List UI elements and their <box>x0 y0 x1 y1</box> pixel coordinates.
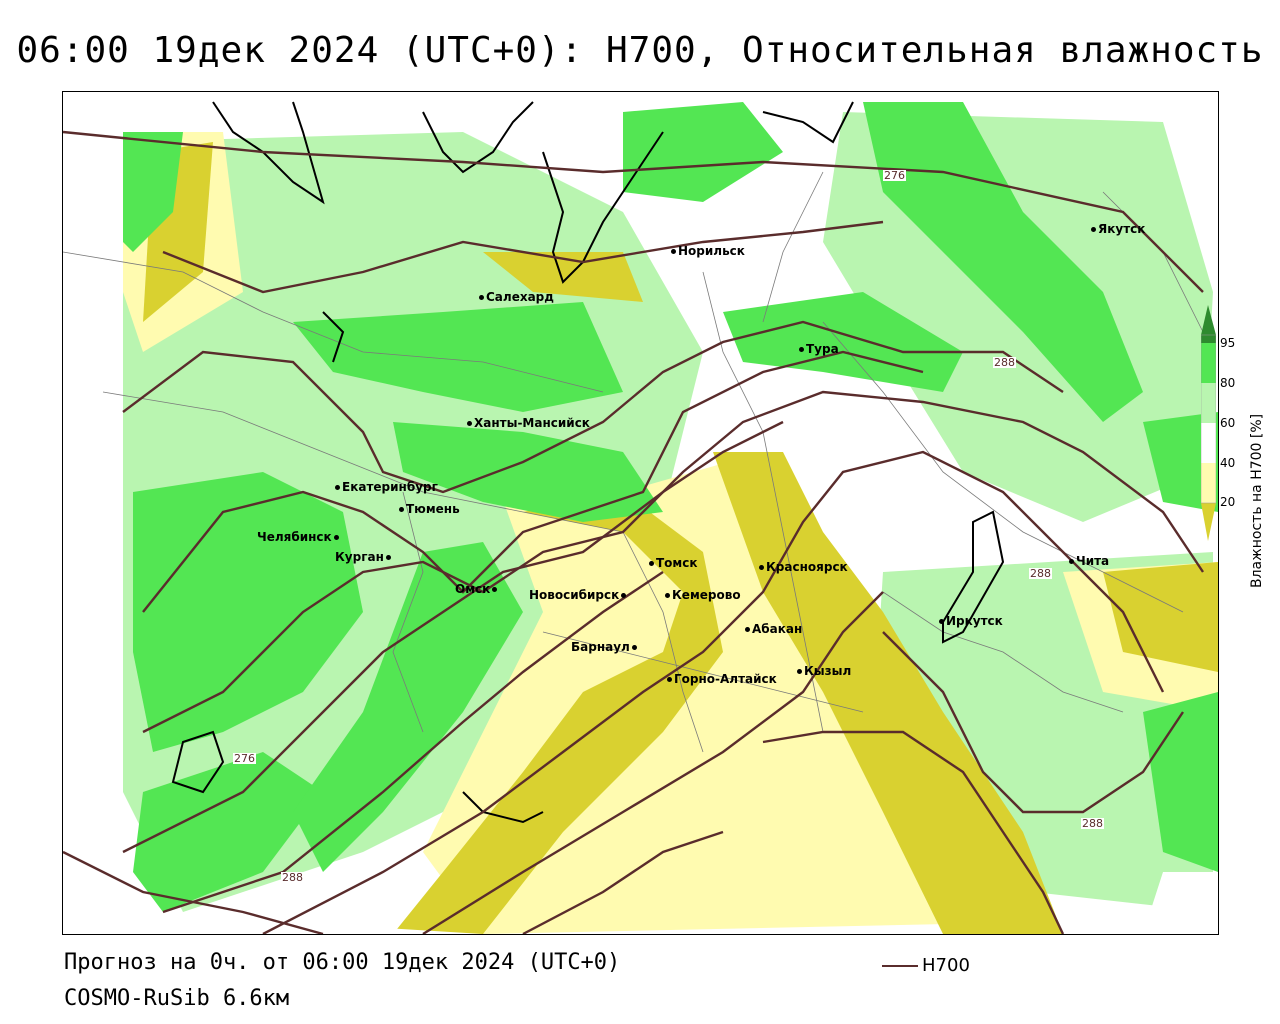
city-marker-icon <box>631 645 637 650</box>
city-marker-icon <box>939 619 944 624</box>
contour-label: 288 <box>281 871 304 884</box>
contour-label: 288 <box>1029 567 1052 580</box>
city-marker-icon <box>479 295 484 300</box>
city-kyzyl[interactable]: Кызыл <box>797 665 851 677</box>
city-tomsk[interactable]: Томск <box>649 557 698 569</box>
city-omsk[interactable]: Омск <box>455 583 499 595</box>
contour-label: 276 <box>883 169 906 182</box>
city-marker-icon <box>759 565 764 570</box>
city-krasnoyarsk[interactable]: Красноярск <box>759 561 848 573</box>
city-marker-icon <box>333 535 339 540</box>
city-marker-icon <box>1091 227 1096 232</box>
city-novosibirsk[interactable]: Новосибирск <box>529 589 628 601</box>
legend-tick: 40 <box>1220 456 1236 470</box>
city-kemerovo[interactable]: Кемерово <box>665 589 741 601</box>
city-salekhard[interactable]: Салехард <box>479 291 554 303</box>
humidity-field <box>63 92 1218 934</box>
contour-label: 288 <box>993 356 1016 369</box>
city-marker-icon <box>1069 559 1074 564</box>
city-abakan[interactable]: Абакан <box>745 623 802 635</box>
city-marker-icon <box>745 627 750 632</box>
legend-tick: 60 <box>1220 416 1236 430</box>
city-khanty-mansiysk[interactable]: Ханты-Мансийск <box>467 417 590 429</box>
legend-title: Влажность на H700 [%] <box>1249 413 1265 588</box>
city-marker-icon <box>385 555 391 560</box>
city-marker-icon <box>649 561 654 566</box>
city-kurgan[interactable]: Курган <box>335 551 393 563</box>
city-marker-icon <box>797 669 802 674</box>
legend-tick: 95 <box>1220 336 1236 350</box>
legend-tick: 80 <box>1220 376 1236 390</box>
city-gorno-altaysk[interactable]: Горно-Алтайск <box>667 673 777 685</box>
city-marker-icon <box>399 507 404 512</box>
legend-tick: 20 <box>1220 495 1236 509</box>
city-yakutsk[interactable]: Якутск <box>1091 223 1145 235</box>
line-swatch-icon <box>882 965 918 967</box>
city-yekaterinburg[interactable]: Екатеринбург <box>335 481 438 493</box>
city-marker-icon <box>335 485 340 490</box>
city-marker-icon <box>671 249 676 254</box>
contour-label: 288 <box>1081 817 1104 830</box>
city-norilsk[interactable]: Норильск <box>671 245 745 257</box>
city-chelyabinsk[interactable]: Челябинск <box>257 531 341 543</box>
contour-line-legend: H700 <box>882 955 970 976</box>
city-marker-icon <box>621 593 627 598</box>
city-tyumen[interactable]: Тюмень <box>399 503 460 515</box>
contour-label: 276 <box>233 752 256 765</box>
humidity-legend: 95 80 60 40 20 <box>1200 305 1280 545</box>
city-marker-icon <box>467 421 472 426</box>
legend-color-bar <box>1201 305 1216 541</box>
city-marker-icon <box>492 587 498 592</box>
city-barnaul[interactable]: Барнаул <box>571 641 639 653</box>
city-irkutsk[interactable]: Иркутск <box>939 615 1003 627</box>
map-title: 06:00 19дек 2024 (UTC+0): H700, Относите… <box>16 30 1264 71</box>
model-name: COSMO-RuSib 6.6км <box>64 986 290 1011</box>
forecast-info: Прогноз на 0ч. от 06:00 19дек 2024 (UTC+… <box>64 950 621 975</box>
city-marker-icon <box>799 347 804 352</box>
city-tura[interactable]: Тура <box>799 343 839 355</box>
city-marker-icon <box>665 593 670 598</box>
city-marker-icon <box>667 677 672 682</box>
city-chita[interactable]: Чита <box>1069 555 1109 567</box>
map-area[interactable]: 276 288 288 276 288 288 Норильск Якутск … <box>62 91 1219 935</box>
